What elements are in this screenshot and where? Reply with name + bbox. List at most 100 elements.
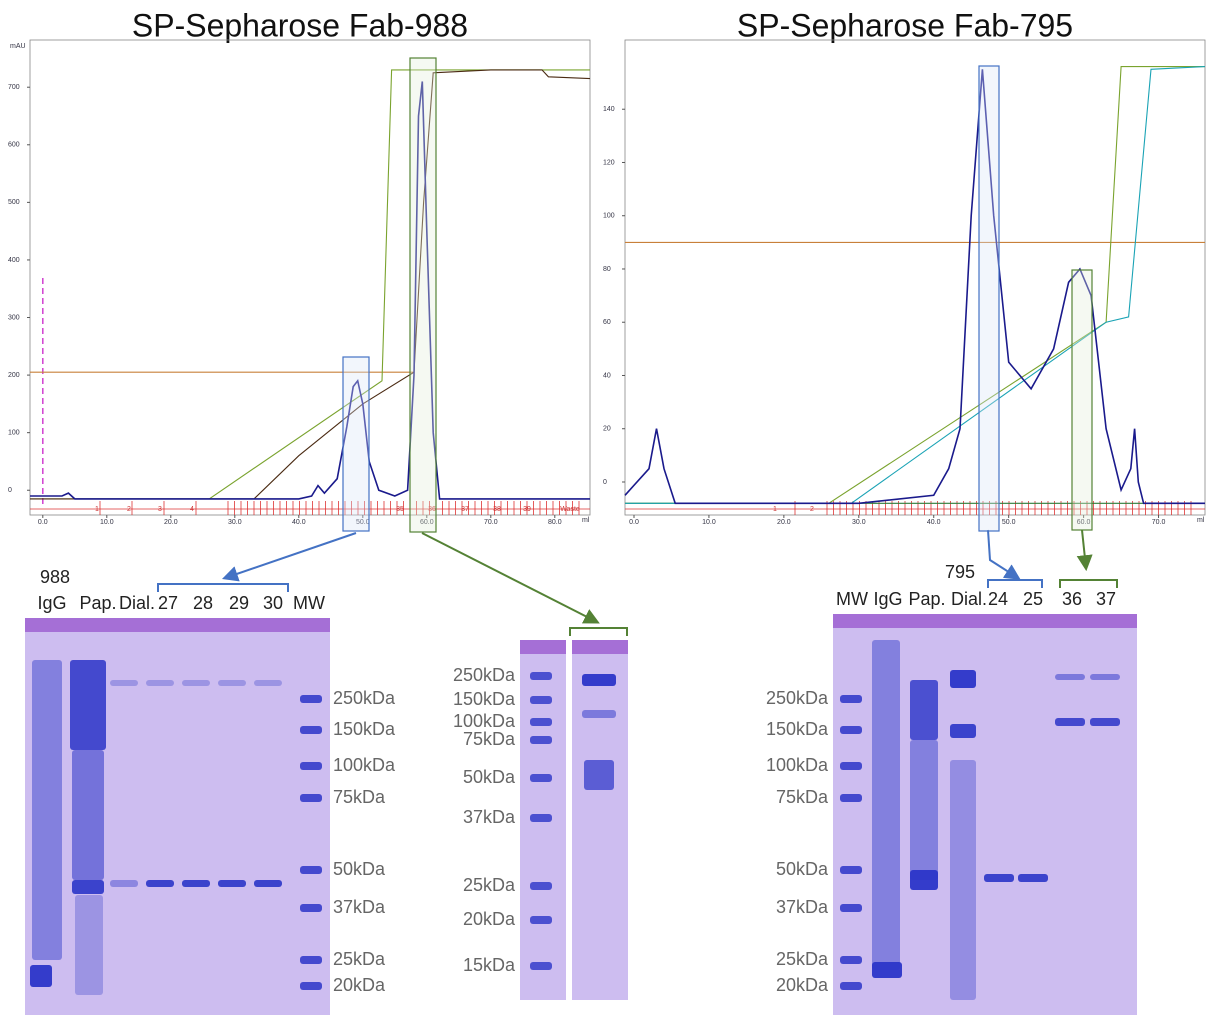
sample-label: 795 [945, 562, 975, 582]
x-axis-label: ml [582, 517, 590, 524]
arrow [221, 532, 357, 582]
fraction-label: 35 [396, 506, 404, 513]
mw-label: 150kDa [333, 719, 396, 739]
y-tick-label: 600 [8, 142, 20, 149]
gel-band [530, 672, 552, 680]
fraction-label: 39 [523, 506, 531, 513]
y-tick-label: 40 [603, 372, 611, 379]
gel-images [25, 614, 1137, 1015]
fraction-label: 37 [461, 506, 469, 513]
fraction-label: Waste [560, 506, 580, 513]
y-tick-label: 120 [603, 159, 615, 166]
series-line [30, 69, 591, 500]
gel-band [840, 762, 862, 770]
gel-band [950, 670, 976, 688]
lane-label: Dial. [119, 593, 155, 613]
mw-label: 25kDa [333, 949, 386, 969]
gel-band [1018, 874, 1048, 882]
y-tick-label: 140 [603, 106, 615, 113]
gel-band [910, 740, 938, 880]
gel-band [530, 962, 552, 970]
mw-label: 250kDa [453, 665, 516, 685]
gel-band [300, 956, 322, 964]
gel-band [910, 680, 938, 740]
gel-band [840, 982, 862, 990]
arrow [1076, 529, 1093, 572]
series-line [30, 69, 590, 500]
gel-band [1090, 718, 1120, 726]
y-axis-label: mAU [10, 43, 26, 50]
gel-top [833, 614, 1137, 628]
y-tick-label: 0 [8, 487, 12, 494]
x-tick-label: 10.0 [100, 519, 114, 526]
y-tick-label: 100 [8, 430, 20, 437]
bracket [569, 627, 628, 636]
lane-label: 37 [1096, 589, 1116, 609]
lane-label: Pap. [908, 589, 945, 609]
chart-title: SP-Sepharose Fab-988 [132, 7, 468, 43]
gel-band [530, 882, 552, 890]
lane-label: 28 [193, 593, 213, 613]
mw-label: 25kDa [463, 875, 516, 895]
fraction-label: 1 [773, 506, 777, 513]
lane-label: 24 [988, 589, 1008, 609]
x-tick-label: 70.0 [1152, 519, 1166, 526]
arrow [421, 532, 600, 624]
lane-label: MW [293, 593, 325, 613]
bracket [157, 583, 289, 592]
mw-label: 75kDa [776, 787, 829, 807]
fraction-label: 38 [493, 506, 501, 513]
lane-label: Pap. [79, 593, 116, 613]
gel-band [582, 710, 616, 718]
x-tick-label: 60.0 [1077, 519, 1091, 526]
gel-band [300, 904, 322, 912]
x-tick-label: 0.0 [629, 519, 639, 526]
gel-top [25, 618, 330, 632]
fraction-label: 4 [190, 506, 194, 513]
mw-label: 20kDa [333, 975, 386, 995]
x-tick-label: 20.0 [164, 519, 178, 526]
gel-band [72, 880, 104, 894]
y-tick-label: 300 [8, 314, 20, 321]
mw-label: 15kDa [463, 955, 516, 975]
gel-band [30, 965, 52, 987]
gel-band [300, 866, 322, 874]
gel-band [182, 880, 210, 887]
gel-band [872, 962, 902, 978]
plot-frame [624, 39, 1206, 516]
fraction-label: 2 [810, 506, 814, 513]
gel-band [1090, 674, 1120, 680]
mw-label: 37kDa [776, 897, 829, 917]
gel-band [840, 726, 862, 734]
x-tick-label: 10.0 [702, 519, 716, 526]
lane-label: MW [836, 589, 868, 609]
gel-band [582, 674, 616, 686]
mw-label: 50kDa [463, 767, 516, 787]
mw-label: 50kDa [333, 859, 386, 879]
gel-band [840, 695, 862, 703]
y-tick-label: 80 [603, 266, 611, 273]
gel-band [146, 880, 174, 887]
gel-band [950, 760, 976, 1000]
gel-band [530, 774, 552, 782]
fraction-label: 2 [127, 506, 131, 513]
bracket [987, 579, 1043, 588]
lane-label: IgG [37, 593, 66, 613]
x-tick-label: 60.0 [420, 519, 434, 526]
mw-label: 37kDa [463, 807, 516, 827]
mw-label: 75kDa [463, 729, 516, 749]
lane-label: 30 [263, 593, 283, 613]
x-tick-label: 30.0 [228, 519, 242, 526]
x-tick-label: 40.0 [292, 519, 306, 526]
gel-band [72, 750, 104, 880]
mw-label: 75kDa [333, 787, 386, 807]
plot-frame [29, 39, 591, 516]
series-line [625, 66, 1206, 504]
x-tick-label: 40.0 [927, 519, 941, 526]
gel-band [182, 680, 210, 686]
gel-band [300, 695, 322, 703]
fraction-label: 1 [95, 506, 99, 513]
gel-band [254, 880, 282, 887]
fraction-label: 36 [428, 506, 436, 513]
fraction-label: 3 [158, 506, 162, 513]
